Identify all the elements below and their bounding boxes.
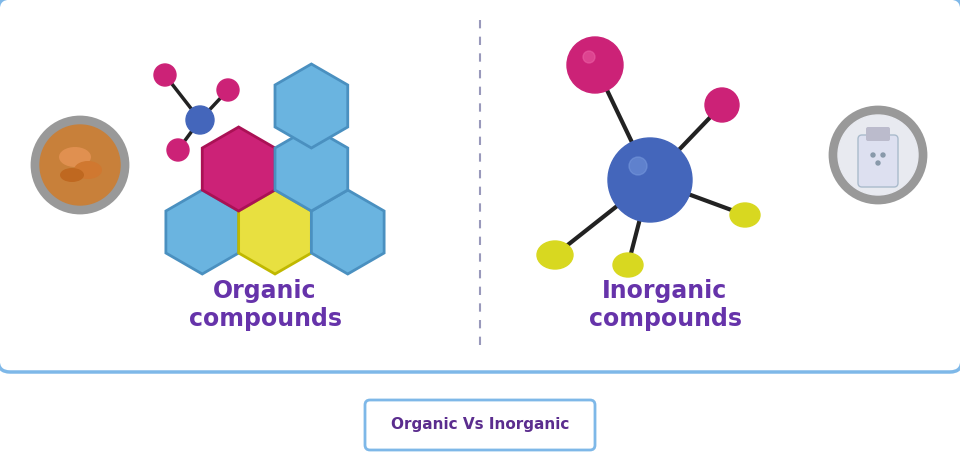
FancyBboxPatch shape — [858, 135, 898, 187]
Polygon shape — [203, 127, 275, 211]
Ellipse shape — [59, 147, 91, 167]
Circle shape — [167, 139, 189, 161]
Polygon shape — [311, 190, 384, 274]
Circle shape — [217, 79, 239, 101]
Circle shape — [186, 106, 214, 134]
Polygon shape — [275, 127, 348, 211]
Circle shape — [32, 117, 128, 213]
Polygon shape — [239, 190, 311, 274]
Circle shape — [871, 153, 875, 157]
FancyBboxPatch shape — [365, 400, 595, 450]
Circle shape — [629, 157, 647, 175]
Ellipse shape — [613, 253, 643, 277]
Circle shape — [154, 64, 176, 86]
FancyBboxPatch shape — [0, 0, 960, 372]
Ellipse shape — [537, 241, 573, 269]
Circle shape — [567, 37, 623, 93]
Text: Organic Vs Inorganic: Organic Vs Inorganic — [391, 418, 569, 433]
Ellipse shape — [730, 203, 760, 227]
Polygon shape — [275, 64, 348, 148]
Circle shape — [608, 138, 692, 222]
Ellipse shape — [74, 161, 102, 179]
Circle shape — [876, 161, 880, 165]
Circle shape — [40, 125, 120, 205]
Circle shape — [838, 115, 918, 195]
Polygon shape — [166, 190, 239, 274]
Text: Inorganic
compounds: Inorganic compounds — [588, 279, 741, 331]
Circle shape — [881, 153, 885, 157]
FancyBboxPatch shape — [866, 127, 890, 141]
Ellipse shape — [60, 168, 84, 182]
Text: Organic
compounds: Organic compounds — [188, 279, 342, 331]
Circle shape — [705, 88, 739, 122]
Circle shape — [583, 51, 595, 63]
Circle shape — [830, 107, 926, 203]
